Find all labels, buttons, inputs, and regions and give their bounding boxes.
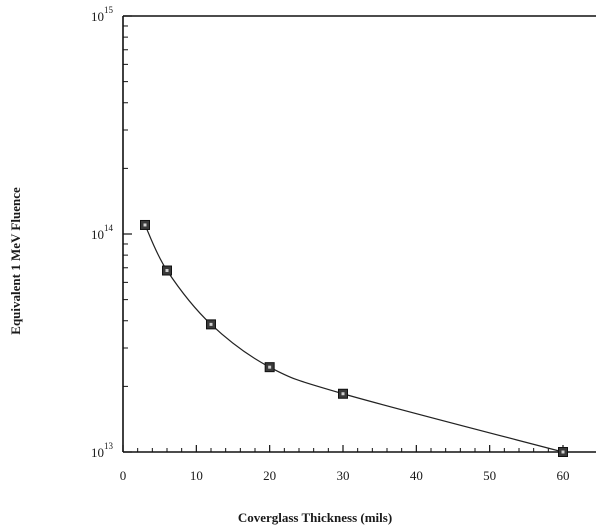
data-point (140, 219, 150, 230)
x-tick-label: 30 (337, 468, 350, 483)
y-tick-label: 1013 (91, 441, 114, 460)
y-tick-label: 1015 (91, 5, 114, 24)
y-ticks: 1013 1014 1015 (91, 5, 132, 460)
plot-frame (122, 15, 596, 453)
y-tick-label: 1014 (91, 223, 114, 242)
data-point (558, 447, 568, 457)
x-tick-label: 40 (410, 468, 423, 483)
data-point (162, 265, 172, 276)
x-tick-label: 60 (557, 468, 570, 483)
x-tick-label: 50 (483, 468, 496, 483)
series-markers (140, 219, 568, 457)
data-point (338, 388, 348, 399)
series-line (144, 224, 564, 453)
y-axis-label: Equivalent 1 MeV Fluence (8, 187, 23, 335)
x-tick-label: 10 (190, 468, 203, 483)
x-tick-label: 0 (120, 468, 127, 483)
x-axis-label: Coverglass Thickness (mils) (238, 510, 392, 525)
data-point (206, 319, 216, 330)
x-ticks: 0 10 20 30 40 50 60 (120, 445, 570, 483)
x-tick-label: 20 (263, 468, 276, 483)
data-point (264, 362, 275, 373)
